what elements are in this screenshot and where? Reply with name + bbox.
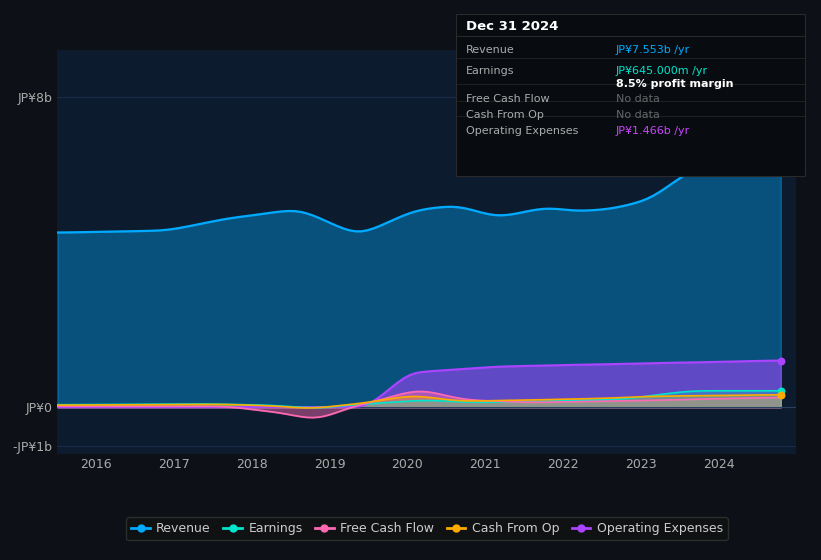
Text: JP¥7.553b /yr: JP¥7.553b /yr	[616, 45, 690, 55]
Text: JP¥645.000m /yr: JP¥645.000m /yr	[616, 66, 708, 76]
Text: Free Cash Flow: Free Cash Flow	[466, 94, 550, 104]
Point	[774, 390, 787, 399]
Text: No data: No data	[616, 110, 659, 120]
Text: 8.5% profit margin: 8.5% profit margin	[616, 79, 733, 89]
Legend: Revenue, Earnings, Free Cash Flow, Cash From Op, Operating Expenses: Revenue, Earnings, Free Cash Flow, Cash …	[126, 517, 727, 540]
Text: Earnings: Earnings	[466, 66, 515, 76]
Text: No data: No data	[616, 94, 659, 104]
Point	[774, 386, 787, 395]
Point	[774, 110, 787, 119]
Point	[774, 356, 787, 365]
Text: Cash From Op: Cash From Op	[466, 110, 544, 120]
Text: Operating Expenses: Operating Expenses	[466, 126, 579, 136]
Text: JP¥1.466b /yr: JP¥1.466b /yr	[616, 126, 690, 136]
Text: Revenue: Revenue	[466, 45, 515, 55]
Text: Dec 31 2024: Dec 31 2024	[466, 20, 559, 32]
